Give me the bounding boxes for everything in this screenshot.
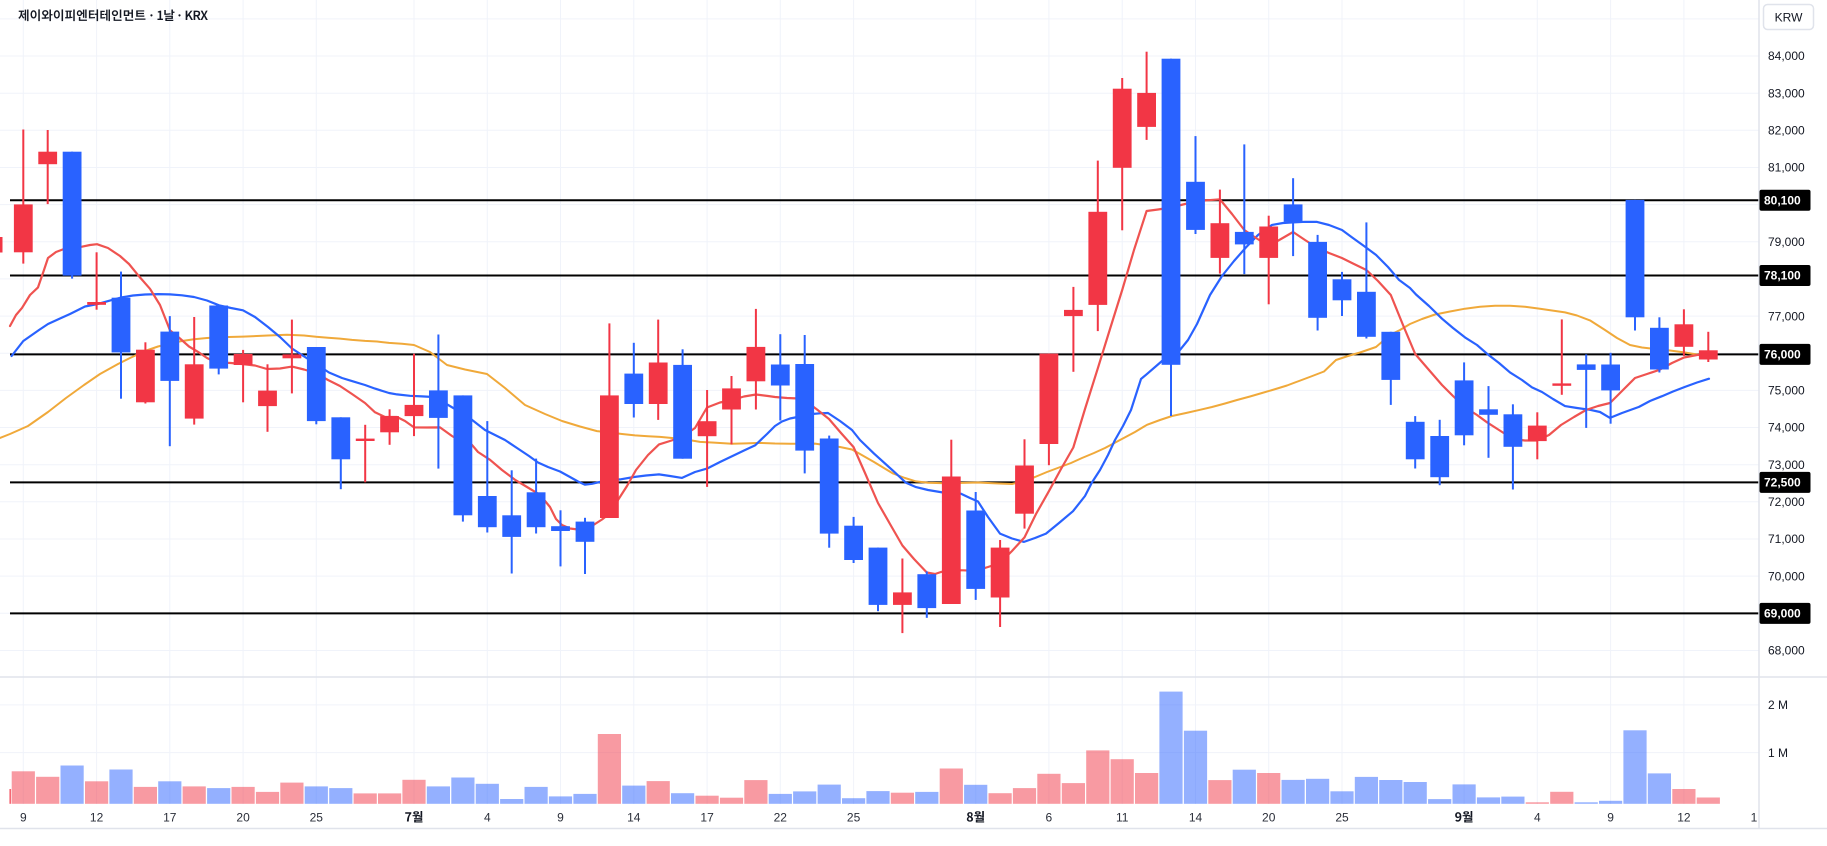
svg-text:14: 14 (1189, 811, 1203, 825)
svg-text:25: 25 (310, 811, 324, 825)
svg-text:78,100: 78,100 (1764, 269, 1801, 283)
svg-text:77,000: 77,000 (1768, 309, 1805, 323)
svg-text:14: 14 (627, 811, 641, 825)
svg-text:1: 1 (1751, 811, 1758, 825)
svg-text:12: 12 (1677, 811, 1691, 825)
svg-text:68,000: 68,000 (1768, 644, 1805, 658)
svg-text:9: 9 (1607, 811, 1614, 825)
svg-text:12: 12 (90, 811, 104, 825)
svg-text:11: 11 (1116, 811, 1129, 825)
svg-text:70,000: 70,000 (1768, 569, 1805, 583)
svg-text:73,000: 73,000 (1768, 458, 1805, 472)
svg-text:69,000: 69,000 (1764, 607, 1801, 621)
svg-text:72,500: 72,500 (1764, 476, 1801, 490)
svg-text:25: 25 (1335, 811, 1349, 825)
svg-text:80,100: 80,100 (1764, 193, 1801, 207)
svg-text:76,000: 76,000 (1764, 348, 1801, 362)
svg-text:74,000: 74,000 (1768, 421, 1805, 435)
svg-text:72,000: 72,000 (1768, 495, 1805, 509)
svg-text:20: 20 (236, 811, 250, 825)
svg-text:1 M: 1 M (1768, 746, 1788, 760)
svg-text:4: 4 (484, 811, 491, 825)
svg-text:2 M: 2 M (1768, 698, 1788, 712)
svg-text:9: 9 (20, 811, 27, 825)
svg-text:82,000: 82,000 (1768, 124, 1805, 138)
svg-text:84,000: 84,000 (1768, 49, 1805, 63)
svg-text:75,000: 75,000 (1768, 384, 1805, 398)
svg-text:71,000: 71,000 (1768, 532, 1805, 546)
svg-text:25: 25 (847, 811, 861, 825)
svg-text:6: 6 (1046, 811, 1053, 825)
svg-text:20: 20 (1262, 811, 1276, 825)
svg-text:79,000: 79,000 (1768, 235, 1805, 249)
svg-text:17: 17 (163, 811, 177, 825)
svg-text:81,000: 81,000 (1768, 161, 1805, 175)
svg-text:22: 22 (774, 811, 788, 825)
svg-text:83,000: 83,000 (1768, 86, 1805, 100)
svg-text:17: 17 (700, 811, 714, 825)
svg-text:4: 4 (1534, 811, 1541, 825)
svg-text:9: 9 (557, 811, 564, 825)
svg-text:KRW: KRW (1775, 11, 1803, 25)
